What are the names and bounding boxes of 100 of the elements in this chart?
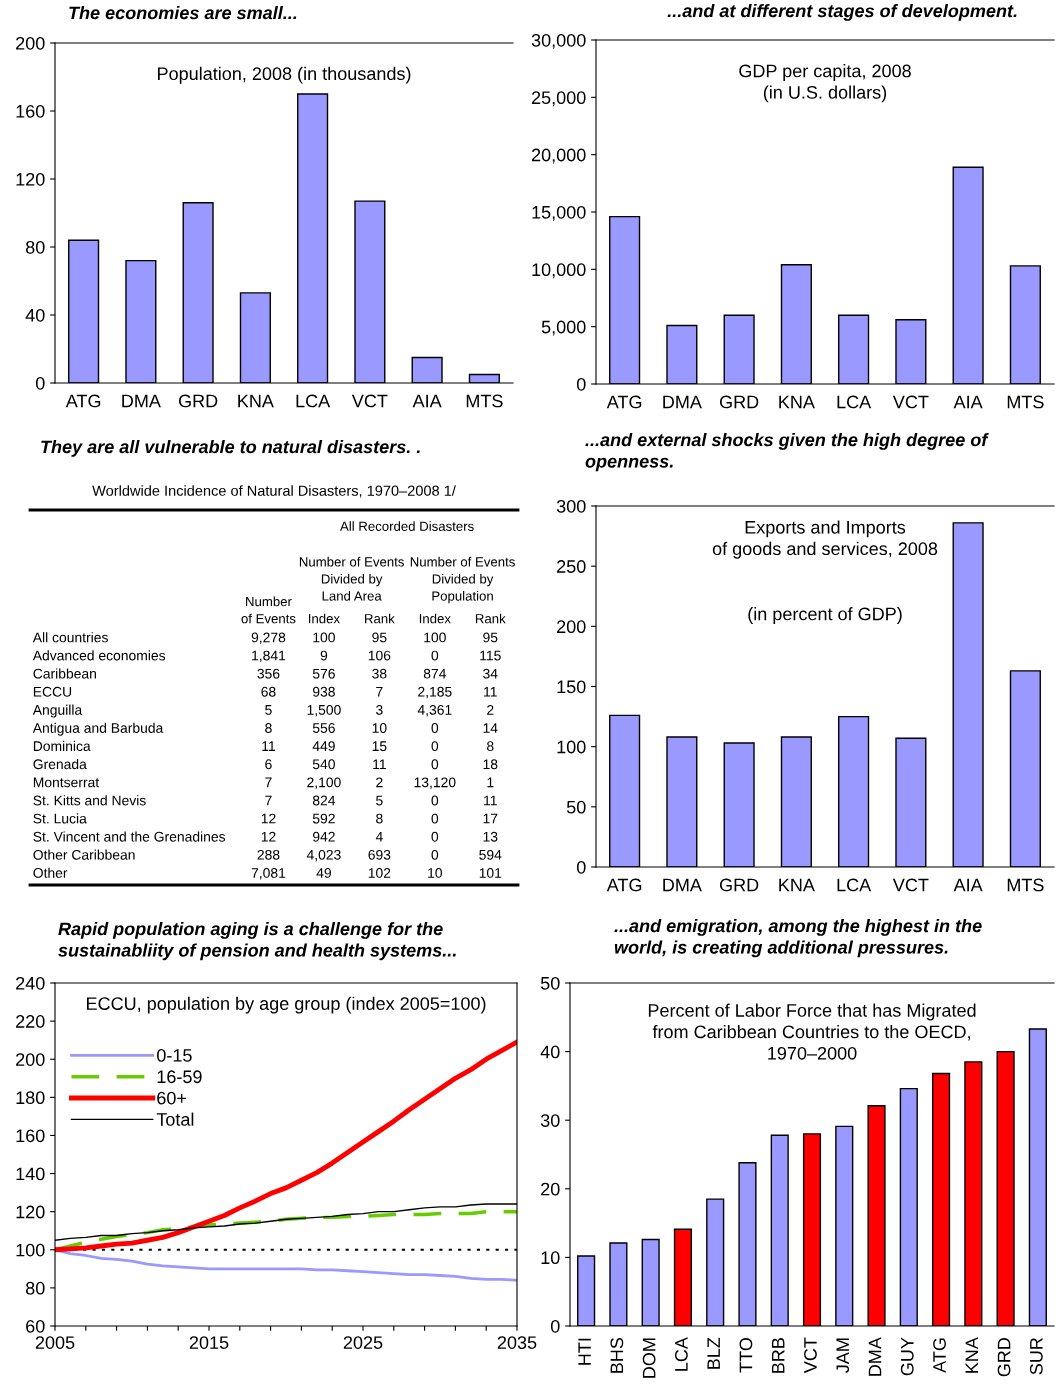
y-tick-label: All countries — [32, 632, 108, 643]
data-label: 2 — [487, 704, 494, 715]
data-label: 2 — [376, 777, 383, 788]
data-label: 100 — [424, 632, 446, 643]
text: All Recorded Disasters — [340, 521, 474, 531]
x-tick-label: DOM — [642, 1338, 656, 1378]
x-tick-label: LCA — [837, 395, 872, 409]
chart-title: ...and at different stages of development. — [667, 4, 1017, 21]
x-tick-label: KNA — [779, 878, 815, 892]
data-label: 0 — [431, 831, 439, 842]
data-label: 2,185 — [418, 686, 452, 699]
x-tick-label: GRD — [719, 878, 759, 892]
data-label: 49 — [316, 868, 331, 878]
x-tick-label: TTO — [739, 1337, 753, 1373]
y-tick-label: 30,000 — [531, 33, 586, 49]
y-tick-label: Caribbean — [33, 668, 96, 679]
data-label: 10 — [428, 868, 442, 878]
y-tick-label: Montserrat — [33, 777, 100, 788]
y-tick-label: 30 — [540, 1114, 560, 1127]
data-label: 106 — [368, 650, 391, 661]
text: Percent of Labor Force that has Migrated from Caribbean Countries to the OECD, 1970–2000 — [648, 1003, 976, 1060]
data-label: 0 — [431, 723, 439, 733]
x-tick-label: AIA — [412, 394, 442, 408]
x-tick-label: MTS — [1007, 395, 1044, 409]
data-label: 942 — [312, 831, 335, 842]
y-tick-label: 200 — [16, 36, 45, 50]
y-tick-label: Other Caribbean — [33, 849, 135, 860]
data-label: 8 — [487, 741, 494, 752]
y-tick-label: 250 — [557, 560, 586, 573]
data-label: 288 — [257, 849, 280, 860]
data-label: 6 — [265, 759, 272, 770]
legend-label: 16-59 — [157, 1070, 202, 1084]
x-tick-label: ATG — [933, 1338, 946, 1373]
x-tick-label: GRD — [178, 394, 218, 408]
x-tick-label: DMA — [122, 394, 161, 408]
text: ECCU, population by age group (index 2005=100) — [86, 996, 486, 1014]
y-tick-label: 200 — [16, 1053, 45, 1066]
y-tick-label: 150 — [557, 680, 586, 694]
x-tick-label: MTS — [1007, 878, 1044, 892]
y-tick-label: 120 — [16, 1205, 45, 1219]
x-tick-label: AIA — [953, 395, 983, 409]
x-tick-label: JAM — [836, 1338, 850, 1373]
x-tick-label: 2005 — [35, 1336, 75, 1349]
x-tick-label: LCA — [674, 1337, 688, 1371]
data-label: 7,081 — [251, 868, 286, 880]
x-tick-label: KNA — [238, 394, 274, 408]
data-label: 7 — [376, 687, 383, 697]
x-tick-label: GUY — [900, 1337, 914, 1376]
data-label: 100 — [313, 632, 335, 643]
y-tick-label: Dominica — [33, 740, 91, 752]
y-tick-label: 0 — [576, 860, 586, 874]
data-label: 34 — [483, 668, 498, 679]
y-tick-label: 15,000 — [532, 205, 586, 221]
data-label: 9 — [320, 650, 328, 661]
legend-label: 0-15 — [157, 1049, 192, 1062]
y-tick-label: 120 — [16, 172, 45, 186]
x-tick-label: VCT — [351, 394, 388, 408]
x-tick-label: KNA — [779, 395, 815, 409]
data-label: 592 — [312, 813, 335, 824]
data-label: 3 — [376, 704, 383, 715]
data-label: 68 — [261, 686, 276, 697]
x-tick-label: Number of Events — [241, 596, 296, 624]
y-tick-label: 180 — [16, 1091, 45, 1105]
data-label: 11 — [373, 759, 386, 770]
data-label: 1,500 — [307, 704, 341, 717]
data-label: 13,120 — [414, 777, 456, 789]
data-label: 0 — [431, 813, 439, 824]
data-label: 38 — [372, 668, 387, 679]
x-tick-label: ATG — [65, 394, 101, 408]
data-label: 594 — [479, 849, 502, 860]
y-tick-label: 10,000 — [532, 263, 586, 279]
data-label: 101 — [479, 868, 502, 878]
x-tick-label: DMA — [868, 1337, 882, 1376]
data-label: 449 — [312, 741, 335, 752]
data-label: 540 — [312, 759, 335, 770]
data-label: 7 — [265, 795, 272, 806]
data-label: 17 — [483, 813, 498, 824]
data-label: 4,023 — [306, 849, 341, 862]
y-tick-label: 40 — [25, 308, 45, 322]
data-label: 5 — [265, 705, 272, 715]
data-label: 0 — [431, 741, 439, 752]
x-tick-label: HTI — [578, 1338, 591, 1365]
x-tick-label: KNA — [965, 1337, 978, 1373]
x-tick-label: 2035 — [497, 1336, 537, 1349]
data-label: 11 — [262, 741, 275, 751]
data-label: 693 — [368, 849, 391, 860]
y-tick-label: 50 — [566, 800, 586, 814]
line-series — [55, 1039, 517, 1253]
y-tick-label: 0 — [35, 376, 45, 390]
x-tick-label: ATG — [606, 395, 642, 409]
x-tick-label: VCT — [892, 395, 929, 409]
x-tick-label: BHS — [610, 1337, 624, 1373]
data-label: 576 — [312, 668, 335, 679]
y-tick-label: 160 — [16, 1129, 45, 1143]
data-label: 8 — [265, 723, 272, 733]
x-tick-label: DMA — [663, 395, 702, 409]
y-tick-label: Advanced economies — [32, 650, 166, 661]
y-tick-label: 20,000 — [531, 148, 586, 164]
y-tick-label: 200 — [557, 620, 586, 634]
y-tick-label: 300 — [556, 499, 586, 513]
